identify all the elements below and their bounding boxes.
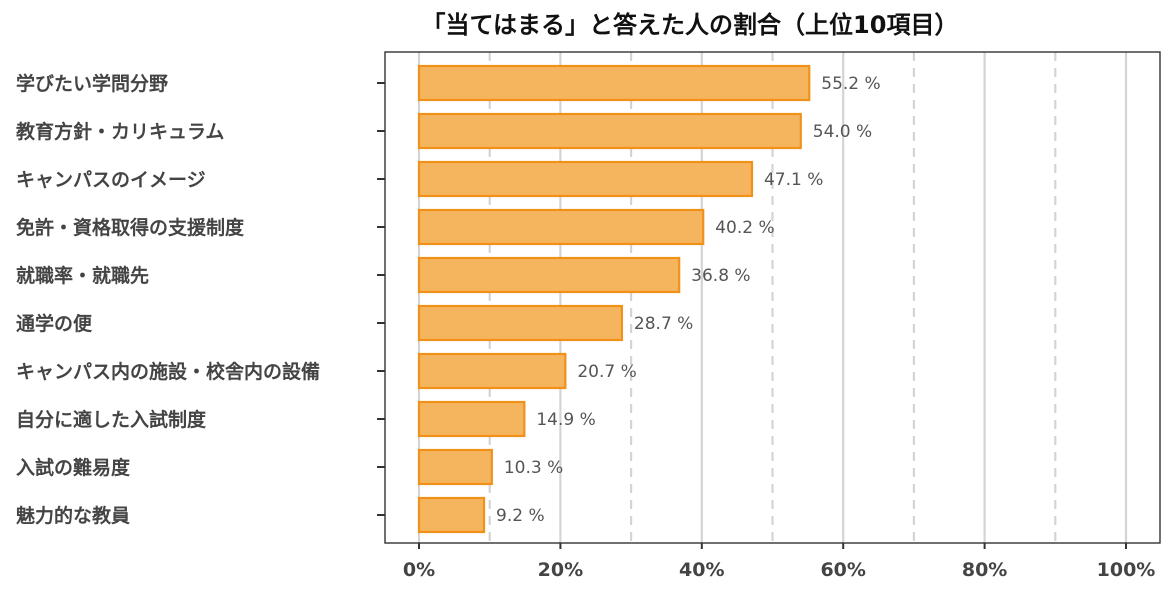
bar-value-label: 10.3 %	[504, 458, 563, 478]
bar	[417, 352, 567, 390]
bars	[417, 64, 811, 534]
bar-value-label: 54.0 %	[813, 122, 872, 142]
category-label: 魅力的な教員	[16, 504, 130, 527]
bar-value-label: 36.8 %	[691, 266, 750, 286]
bar-value-label: 20.7 %	[577, 362, 636, 382]
bar	[417, 208, 705, 246]
bar-value-label: 55.2 %	[821, 74, 880, 94]
x-tick-label: 0%	[403, 559, 435, 581]
chart-title: 「当てはまる」と答えた人の割合（上位10項目）	[422, 11, 959, 39]
bar	[417, 160, 754, 198]
category-label: 自分に適した入試制度	[16, 408, 207, 431]
category-label: 教育方針・カリキュラム	[16, 120, 224, 143]
category-axis: 学びたい学問分野教育方針・カリキュラムキャンパスのイメージ免許・資格取得の支援制…	[16, 72, 385, 527]
bar-value-label: 14.9 %	[536, 410, 595, 430]
bar	[417, 64, 811, 102]
x-tick-label: 100%	[1097, 559, 1156, 581]
bar	[417, 112, 802, 150]
category-label: 就職率・就職先	[16, 264, 149, 287]
bar-value-label: 40.2 %	[715, 218, 774, 238]
bar-value-label: 47.1 %	[764, 170, 823, 190]
x-tick-label: 20%	[538, 559, 583, 581]
category-label: 入試の難易度	[16, 456, 131, 479]
bar	[417, 448, 493, 486]
category-label: 免許・資格取得の支援制度	[16, 216, 245, 239]
bar-value-label: 9.2 %	[496, 506, 545, 526]
category-label: キャンパスのイメージ	[16, 169, 206, 191]
category-label: 通学の便	[16, 312, 93, 335]
x-tick-label: 80%	[962, 559, 1007, 581]
bar	[417, 304, 624, 342]
category-label: 学びたい学問分野	[16, 72, 168, 95]
bar	[417, 496, 486, 534]
value-axis: 0% 20% 40% 60% 80% 100%	[403, 543, 1155, 581]
bar-value-label: 28.7 %	[634, 314, 693, 334]
value-labels: 55.2 % 54.0 % 47.1 % 40.2 % 36.8 % 28.7 % 20.7…	[496, 74, 881, 526]
x-tick-label: 40%	[679, 559, 724, 581]
category-label: キャンパス内の施設・校舎内の設備	[16, 360, 320, 383]
x-tick-label: 60%	[820, 559, 865, 581]
plot-panel-border	[384, 51, 1161, 544]
bar	[417, 400, 526, 438]
bar	[417, 256, 681, 294]
